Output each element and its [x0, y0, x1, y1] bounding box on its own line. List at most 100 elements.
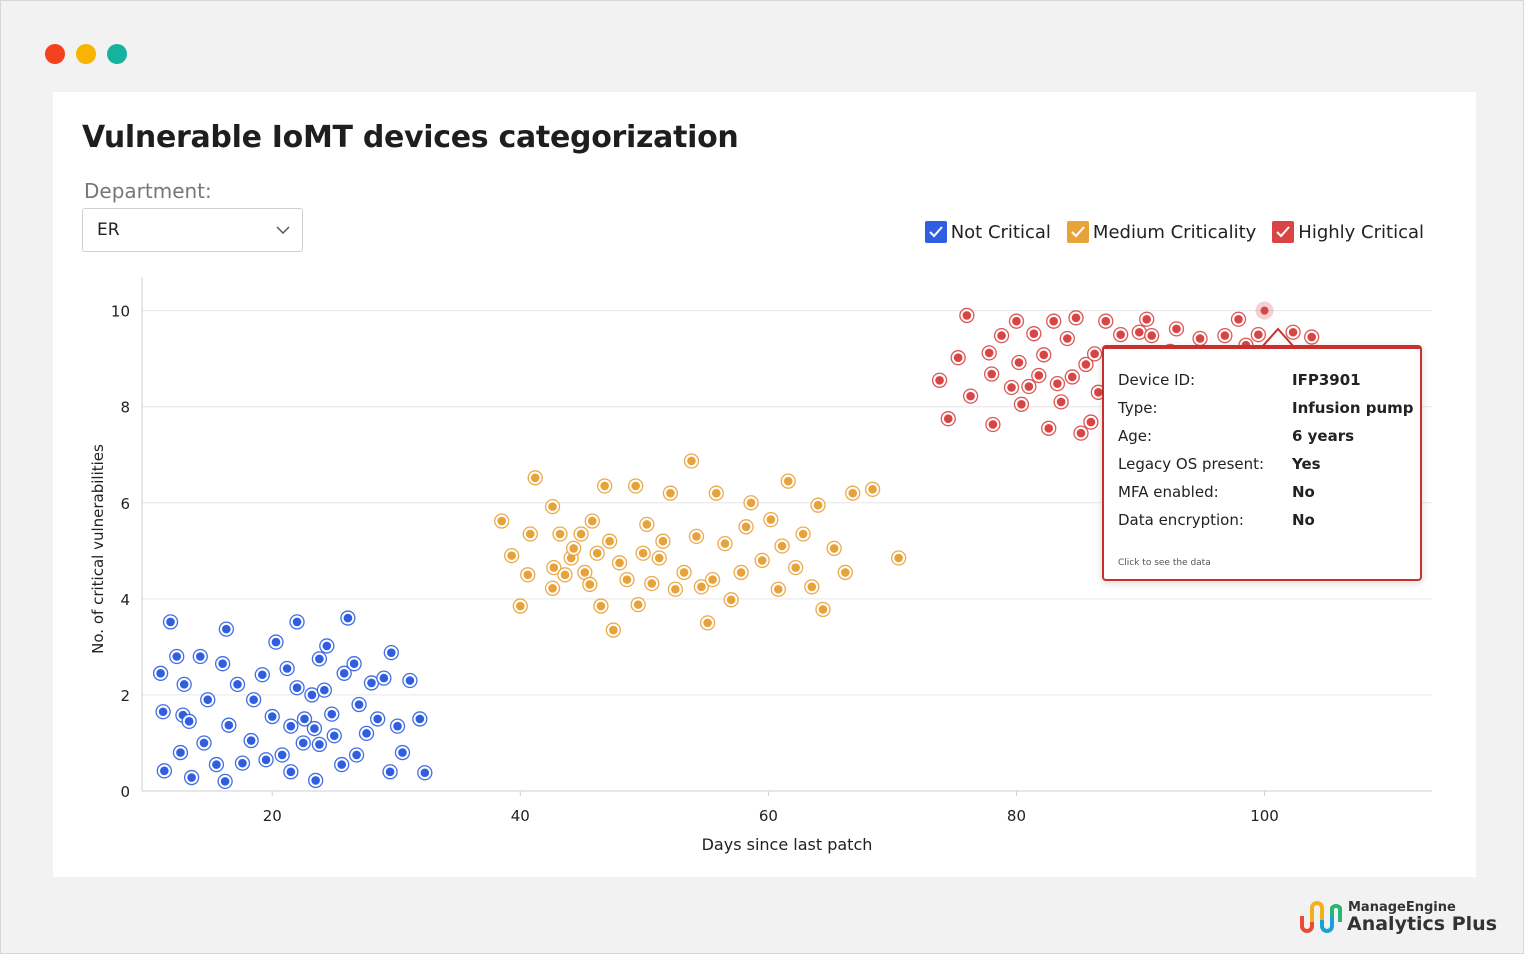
- point: [757, 556, 767, 565]
- point: [615, 558, 624, 568]
- point: [337, 760, 347, 769]
- point: [354, 700, 364, 709]
- point: [1081, 360, 1091, 369]
- point: [156, 669, 165, 678]
- point: [791, 563, 800, 572]
- point: [1053, 379, 1062, 388]
- x-axis-label: Days since last patch: [702, 835, 873, 854]
- point: [703, 618, 712, 628]
- point: [277, 750, 287, 760]
- point: [233, 680, 242, 689]
- point: [679, 568, 689, 577]
- point: [783, 476, 793, 486]
- point: [774, 584, 783, 594]
- point: [516, 601, 525, 611]
- point: [894, 553, 903, 563]
- point: [622, 575, 632, 584]
- department-dropdown[interactable]: ER: [82, 208, 303, 252]
- y-tick-label: 2: [120, 687, 130, 705]
- point: [322, 641, 332, 651]
- point: [367, 678, 376, 688]
- point: [720, 539, 730, 548]
- point: [258, 670, 267, 680]
- point: [605, 536, 614, 546]
- point: [1288, 327, 1298, 337]
- point: [840, 568, 850, 577]
- point: [315, 740, 324, 749]
- point: [1063, 334, 1072, 343]
- point: [1071, 313, 1081, 323]
- point: [813, 500, 823, 510]
- point: [261, 755, 271, 765]
- point: [600, 481, 609, 491]
- tooltip-label: Device ID:: [1118, 371, 1196, 389]
- point: [176, 748, 185, 757]
- window-minimize[interactable]: [76, 44, 96, 64]
- point: [708, 575, 717, 584]
- point: [1017, 399, 1026, 409]
- legend-item[interactable]: Not Critical: [924, 221, 1051, 243]
- point: [962, 311, 972, 320]
- point: [548, 583, 557, 593]
- legend-item[interactable]: Medium Criticality: [1066, 221, 1256, 243]
- point: [158, 707, 168, 717]
- point: [298, 738, 308, 748]
- check-mark: [1071, 226, 1085, 238]
- point: [1014, 358, 1024, 367]
- tooltip-value: 6 years: [1292, 427, 1355, 445]
- brand-icon: [1300, 901, 1342, 933]
- point: [1307, 332, 1316, 342]
- point: [1024, 382, 1034, 391]
- filter-label: Department:: [84, 179, 212, 203]
- point: [592, 548, 602, 558]
- point: [387, 648, 396, 657]
- point: [1254, 330, 1263, 339]
- tooltip-label: Age:: [1118, 427, 1153, 445]
- point: [1056, 397, 1066, 407]
- point: [671, 584, 680, 594]
- point: [1234, 314, 1243, 324]
- point: [829, 544, 839, 553]
- window-close[interactable]: [45, 44, 65, 64]
- point: [160, 766, 169, 776]
- point: [585, 580, 595, 589]
- point: [203, 695, 213, 705]
- point: [379, 673, 389, 683]
- point: [352, 750, 361, 760]
- legend: Not Critical Medium Criticality Highly Cri…: [924, 221, 1424, 243]
- point: [329, 731, 339, 741]
- point: [1147, 331, 1156, 340]
- point: [286, 767, 296, 777]
- check-mark: [928, 226, 943, 238]
- point: [687, 456, 696, 466]
- point: [362, 729, 371, 738]
- point: [966, 391, 975, 401]
- tooltip-label: Type:: [1118, 399, 1158, 417]
- window-maximize[interactable]: [107, 44, 127, 64]
- point: [339, 669, 349, 678]
- brand-logo: ManageEngine Analytics Plus: [1298, 898, 1497, 938]
- legend-item[interactable]: Highly Critical: [1272, 221, 1424, 243]
- legend-checkbox: [924, 221, 947, 243]
- point: [1029, 329, 1039, 338]
- tooltip-pointer: [1260, 327, 1295, 348]
- point: [1142, 314, 1152, 324]
- x-tick-label: 100: [1250, 807, 1279, 825]
- point: [1220, 331, 1230, 340]
- point: [868, 485, 877, 494]
- point: [310, 724, 319, 733]
- point: [267, 712, 277, 721]
- point: [497, 516, 507, 526]
- point: [638, 548, 648, 558]
- point: [642, 520, 652, 529]
- point: [935, 375, 944, 385]
- tooltip[interactable]: Device ID: IFP3901 Type: Infusion pump Age: 6…: [1102, 345, 1422, 581]
- point: [658, 536, 668, 546]
- tooltip-value: IFP3901: [1292, 371, 1361, 389]
- point: [1195, 334, 1205, 343]
- point: [746, 498, 756, 508]
- point: [187, 773, 196, 782]
- point: [647, 579, 657, 588]
